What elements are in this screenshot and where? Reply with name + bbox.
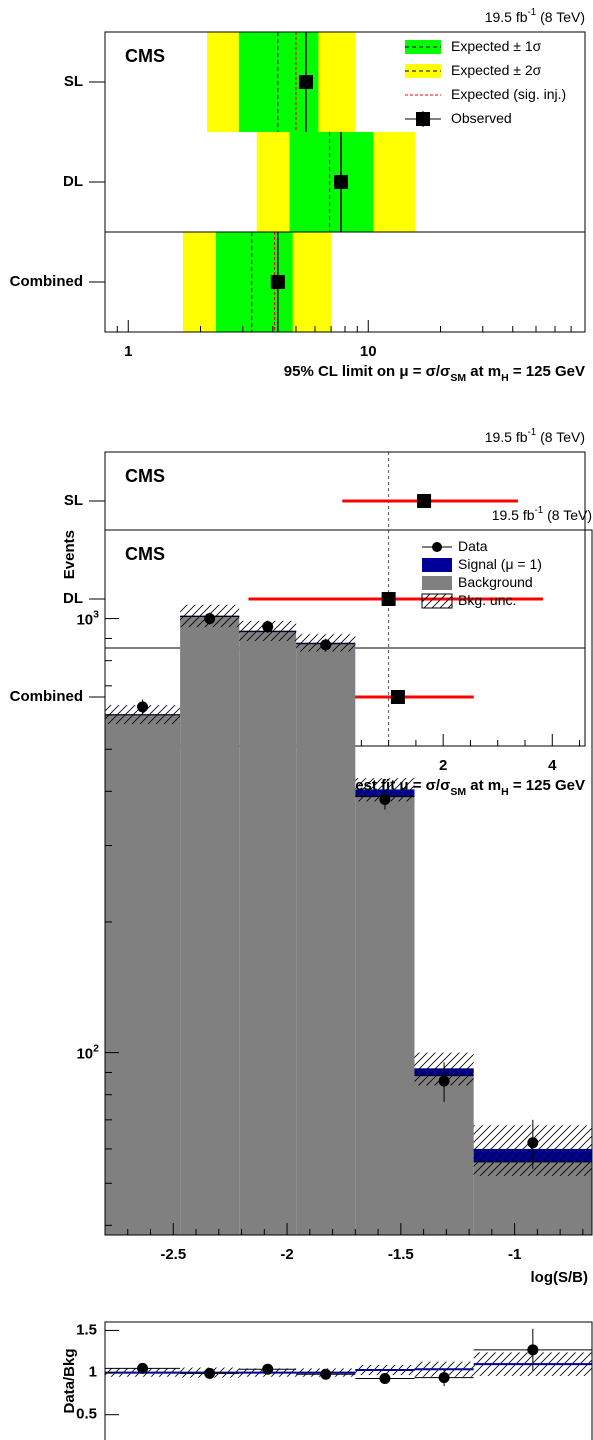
data-point xyxy=(204,1367,216,1379)
legend-label: Bkg. unc. xyxy=(458,592,516,608)
observed-marker xyxy=(298,75,313,89)
cms-label: CMS xyxy=(125,544,165,564)
data-point xyxy=(204,613,216,625)
legend-label: Expected (sig. inj.) xyxy=(451,86,566,102)
legend-swatch xyxy=(421,593,453,609)
data-point xyxy=(379,1372,391,1384)
band xyxy=(289,132,374,232)
x-tick-label: -1 xyxy=(508,1246,521,1263)
data-point xyxy=(320,1368,332,1380)
frame xyxy=(104,1321,593,1440)
x-tick-label: -2.5 xyxy=(160,1246,186,1263)
y-tick-label: 1.5 xyxy=(76,1321,97,1338)
legend-label: Expected ± 1σ xyxy=(451,38,542,54)
x-tick-label: 4 xyxy=(548,757,557,774)
legend-swatch xyxy=(422,558,452,572)
data-point xyxy=(262,1363,274,1375)
category-label: Combined xyxy=(10,273,83,290)
legend-marker xyxy=(416,112,430,126)
legend-label: Expected ± 2σ xyxy=(451,62,542,78)
background-bar xyxy=(180,616,240,1235)
uncertainty-band xyxy=(355,778,415,802)
data-point xyxy=(438,1372,450,1384)
category-label: Combined xyxy=(10,688,83,705)
data-point xyxy=(527,1137,539,1149)
y-axis-label: Events xyxy=(61,530,78,579)
legend-label: Data xyxy=(458,538,488,554)
data-point xyxy=(137,1362,149,1374)
x-tick-label: 10 xyxy=(360,343,377,360)
y-tick-label: 1 xyxy=(89,1364,97,1381)
y-tick-label: 102 xyxy=(76,1042,99,1062)
cms-label: CMS xyxy=(125,466,165,486)
category-label: DL xyxy=(63,173,83,190)
category-label: SL xyxy=(64,492,83,509)
best-fit-marker xyxy=(417,494,432,508)
best-fit-marker xyxy=(390,690,405,704)
category-label: SL xyxy=(64,73,83,90)
data-point xyxy=(262,621,274,633)
category-label: DL xyxy=(63,590,83,607)
observed-marker xyxy=(334,175,349,189)
y-tick-label: 0.5 xyxy=(76,1406,97,1423)
legend-marker xyxy=(432,542,442,552)
y-axis-label: Data/Bkg xyxy=(61,1348,78,1413)
background-bar xyxy=(355,796,415,1235)
x-tick-label: -2 xyxy=(280,1246,293,1263)
legend-label: Observed xyxy=(451,110,512,126)
data-point xyxy=(137,701,149,713)
y-tick-label: 103 xyxy=(76,608,99,628)
legend-label: Signal (μ = 1) xyxy=(458,556,542,572)
data-point xyxy=(438,1075,450,1087)
x-tick-label: 1 xyxy=(124,343,132,360)
frame xyxy=(104,529,593,1236)
data-point xyxy=(527,1344,539,1356)
best-fit-marker xyxy=(381,592,396,606)
x-axis-label: log(S/B) xyxy=(531,1269,589,1286)
legend-swatch xyxy=(422,576,452,590)
background-bar xyxy=(105,714,181,1235)
x-tick-label: -1.5 xyxy=(388,1246,414,1263)
luminosity: 19.5 fb-1 (8 TeV) xyxy=(485,7,585,25)
data-point xyxy=(379,793,391,805)
background-bar xyxy=(239,631,297,1235)
luminosity: 19.5 fb-1 (8 TeV) xyxy=(485,427,585,445)
luminosity: 19.5 fb-1 (8 TeV) xyxy=(492,505,592,523)
x-tick-label: 2 xyxy=(439,757,447,774)
data-point xyxy=(320,639,332,651)
observed-marker xyxy=(270,275,285,289)
frame xyxy=(104,31,586,333)
background-bar xyxy=(296,643,356,1235)
cms-label: CMS xyxy=(125,46,165,66)
legend-label: Background xyxy=(458,574,533,590)
x-axis-label: 95% CL limit on μ = σ/σSM at mH = 125 Ge… xyxy=(284,363,585,384)
background-bar xyxy=(414,1075,474,1235)
